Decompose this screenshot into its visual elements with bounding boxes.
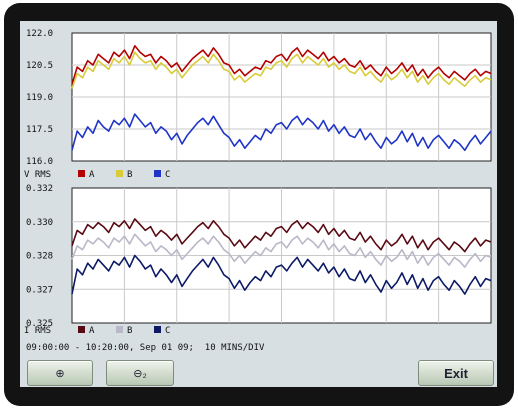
current-y-tick-label: 0.330 — [26, 218, 53, 228]
voltage-series-a-line — [71, 44, 492, 85]
voltage-legend-label-a: A — [89, 170, 95, 180]
current-series-c-line — [71, 254, 492, 295]
current-legend-swatch-b — [116, 326, 123, 333]
voltage-y-tick-label: 117.5 — [26, 125, 53, 135]
voltage-y-tick-label: 116.0 — [26, 157, 53, 167]
zoom-in-icon: ⊕ — [55, 367, 65, 380]
voltage-legend-swatch-b — [116, 170, 123, 177]
current-y-tick-label: 0.327 — [26, 285, 53, 295]
voltage-y-tick-label: 120.5 — [26, 61, 53, 71]
voltage-legend-label-c: C — [165, 170, 170, 180]
zoom-in-button[interactable]: ⊕ — [27, 360, 93, 386]
voltage-y-tick-label: 119.0 — [26, 93, 53, 103]
voltage-legend-swatch-a — [78, 170, 85, 177]
current-legend-swatch-a — [78, 326, 85, 333]
meter-screen: 122.0 120.5 119.0 117.5 116.0 V RMS A B C 0.332 0.… — [20, 21, 497, 387]
time-range-caption: 09:00:00 - 10:20:00, Sep 01 09; 10 MINS/… — [26, 343, 265, 353]
voltage-series-c-line — [71, 113, 492, 152]
zoom-out-icon: ⊖₂ — [133, 367, 147, 380]
rms-trend-charts: 122.0 120.5 119.0 117.5 116.0 V RMS A B C 0.332 0.… — [24, 29, 492, 336]
voltage-legend-label-b: B — [127, 170, 132, 180]
voltage-series-b-line — [71, 51, 492, 89]
current-series-b-line — [71, 233, 492, 268]
current-legend-swatch-c — [154, 326, 161, 333]
current-legend-label-a: A — [89, 326, 95, 336]
current-legend-title: I RMS — [24, 326, 51, 336]
current-legend-label-c: C — [165, 326, 170, 336]
voltage-y-tick-label: 122.0 — [26, 29, 53, 39]
current-y-tick-label: 0.325 — [26, 319, 53, 329]
exit-button[interactable]: Exit — [418, 360, 494, 386]
current-y-tick-label: 0.328 — [26, 252, 53, 262]
voltage-legend-swatch-c — [154, 170, 161, 177]
voltage-legend-title: V RMS — [24, 170, 51, 180]
current-legend-label-b: B — [127, 326, 132, 336]
zoom-out-button[interactable]: ⊖₂ — [106, 360, 174, 386]
current-y-tick-label: 0.332 — [26, 184, 53, 194]
current-series-a-line — [71, 218, 492, 253]
